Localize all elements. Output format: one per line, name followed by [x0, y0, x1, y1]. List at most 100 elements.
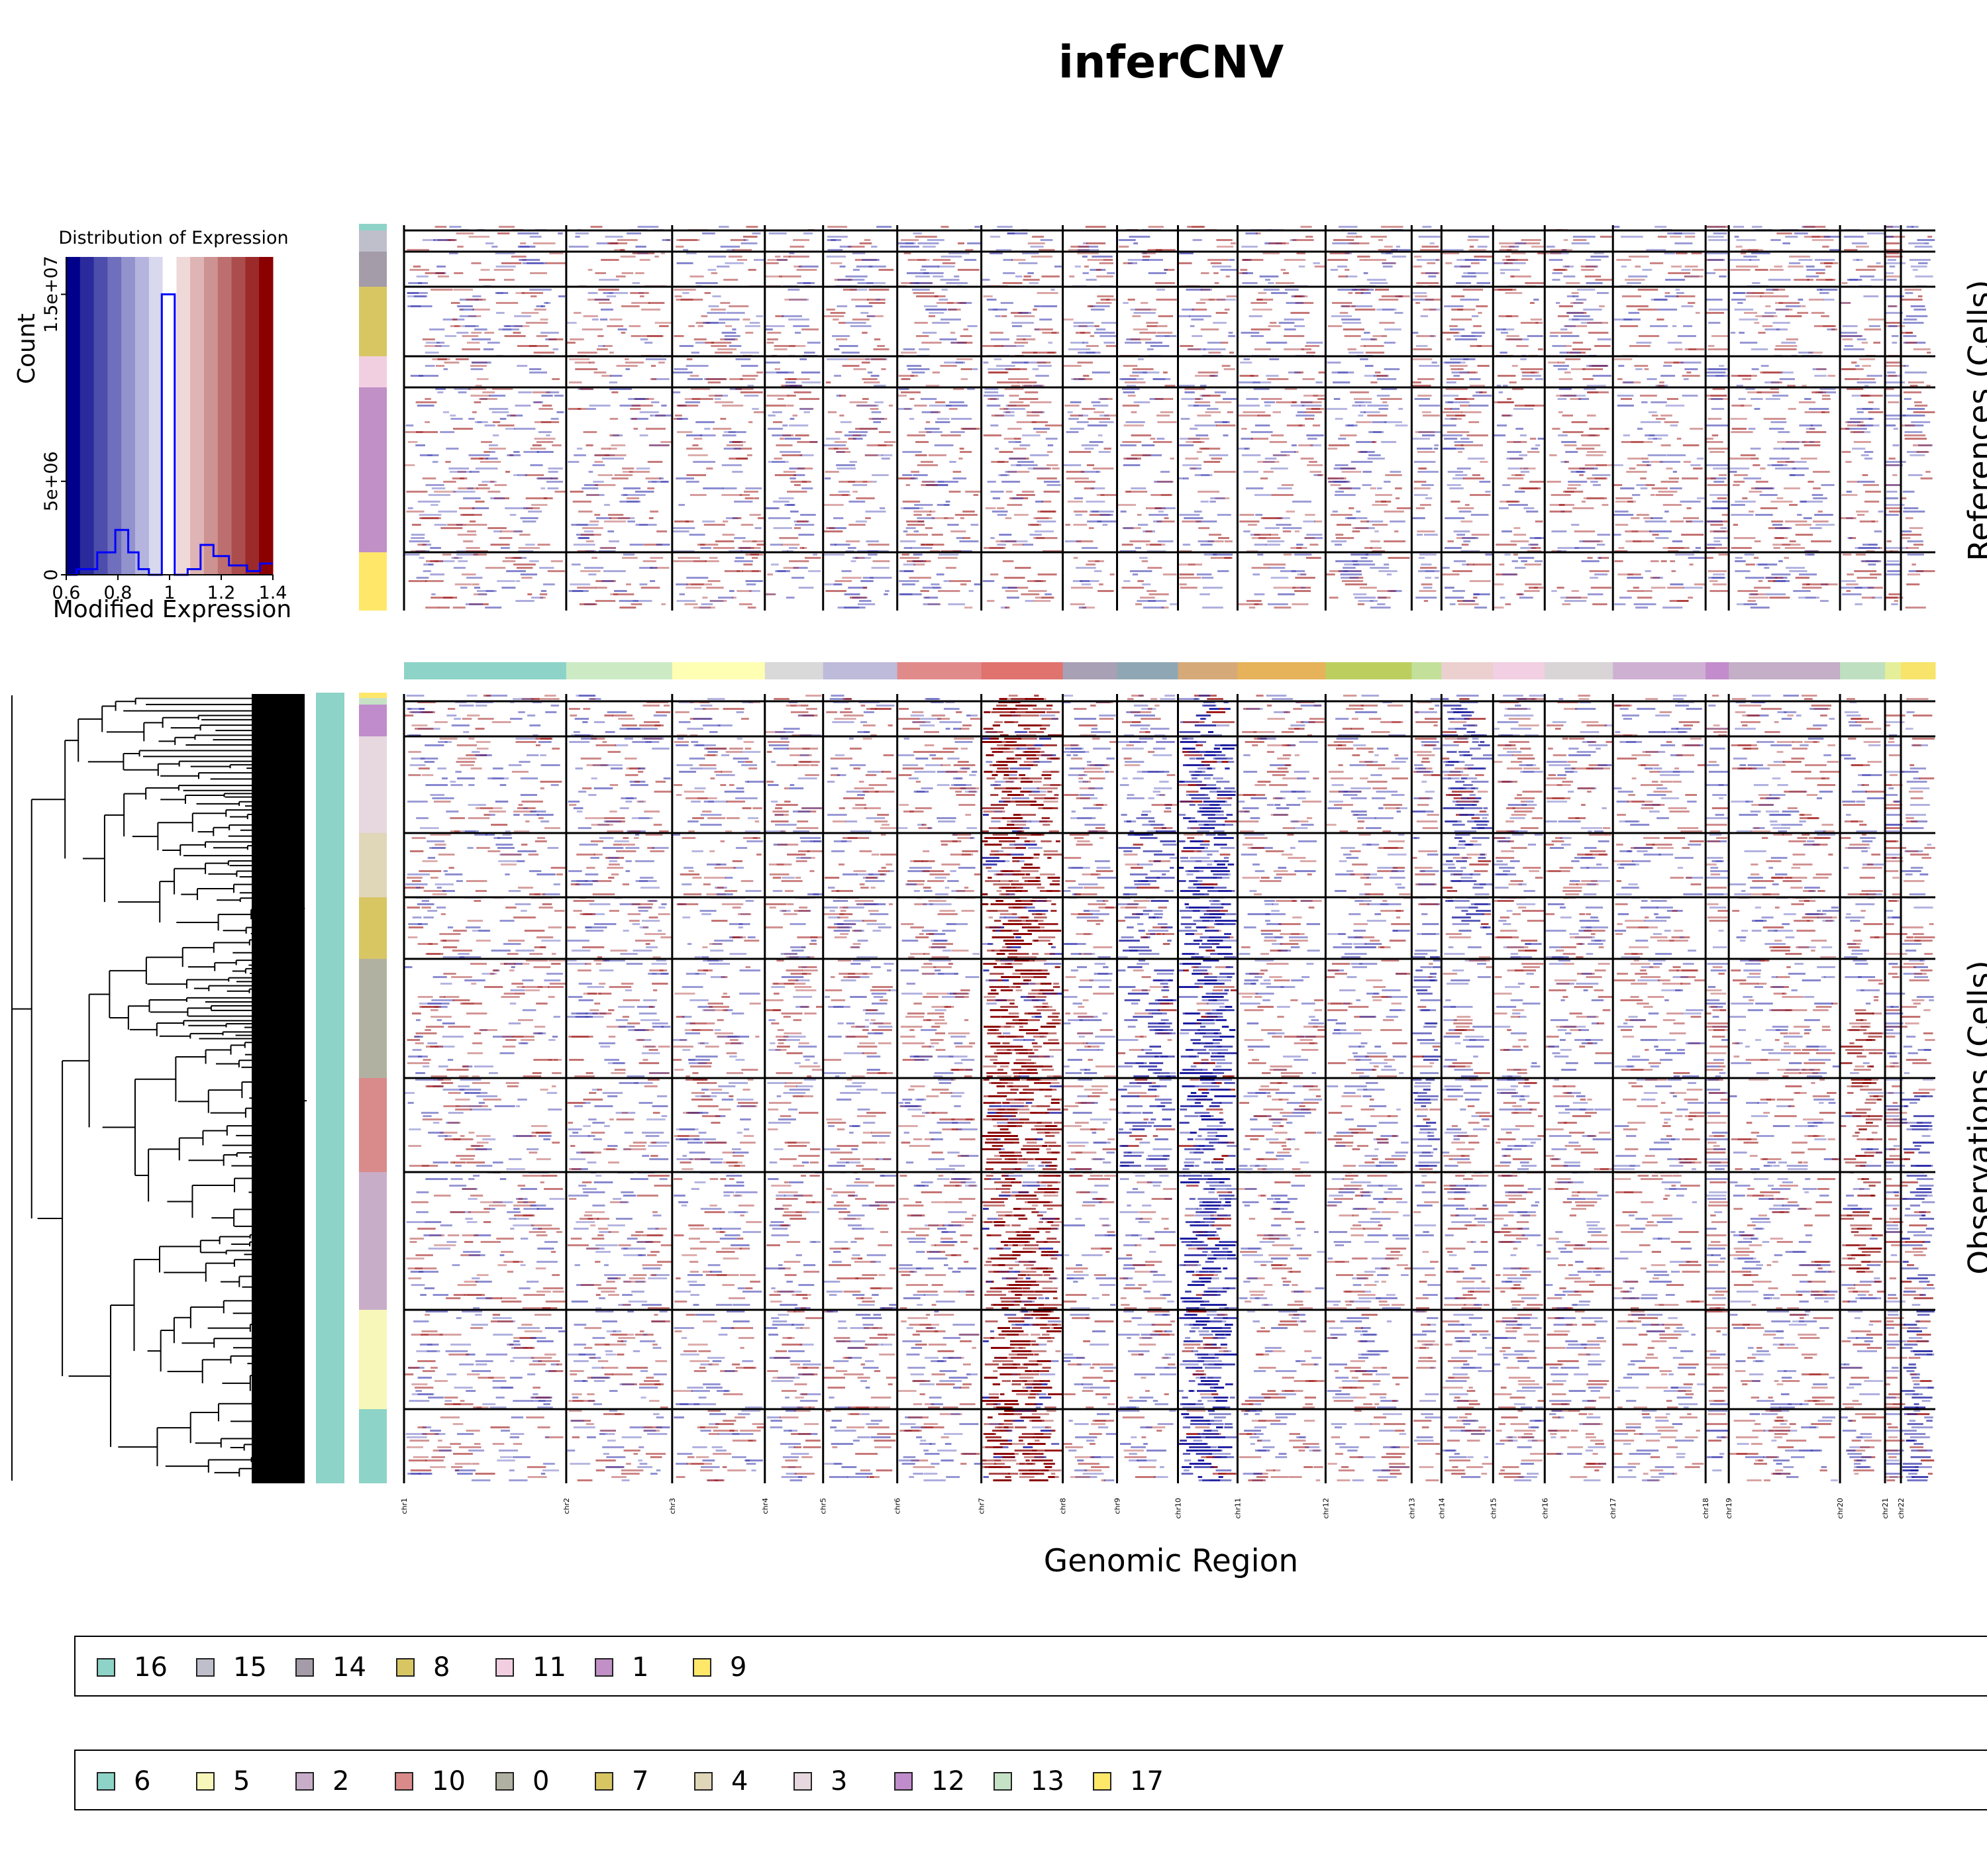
heatmap-cell — [1659, 381, 1664, 383]
heatmap-cell — [1468, 236, 1490, 238]
heatmap-cell — [745, 332, 754, 334]
heatmap-cell — [1336, 524, 1352, 526]
heatmap-cell — [1135, 603, 1142, 605]
heatmap-cell — [1306, 434, 1324, 436]
heatmap-cell — [1855, 554, 1866, 556]
heatmap-cell — [650, 557, 664, 559]
heatmap-cell — [863, 711, 874, 713]
heatmap-cell — [1294, 295, 1303, 297]
heatmap-cell — [1809, 408, 1829, 410]
heatmap-cell — [1649, 262, 1664, 264]
heatmap-cell — [1506, 501, 1520, 503]
heatmap-cell — [1911, 226, 1919, 228]
heatmap-cell — [457, 305, 473, 307]
heatmap-cell — [1027, 580, 1046, 582]
observation-group-block — [359, 1409, 387, 1483]
heatmap-cell — [1284, 348, 1304, 350]
heatmap-cell — [1515, 242, 1527, 244]
heatmap-cell — [1653, 438, 1662, 440]
heatmap-cell — [1614, 319, 1632, 321]
heatmap-cell — [847, 358, 870, 360]
heatmap-cell — [1680, 362, 1702, 364]
heatmap-cell — [1033, 600, 1051, 602]
heatmap-cell — [1135, 547, 1142, 549]
heatmap-cell — [1637, 309, 1658, 311]
heatmap-cell — [1306, 352, 1315, 354]
heatmap-cell — [1015, 567, 1031, 569]
heatmap-cell — [866, 708, 877, 710]
heatmap-cell — [1562, 249, 1567, 251]
heatmap-cell — [795, 332, 801, 334]
heatmap-cell — [1158, 315, 1174, 317]
heatmap-cell — [566, 342, 576, 344]
heatmap-cell — [576, 695, 595, 697]
heatmap-cell — [1311, 408, 1320, 410]
heatmap-cell — [619, 607, 637, 609]
heatmap-cell — [1284, 319, 1304, 321]
heatmap-cell — [724, 338, 735, 340]
heatmap-cell — [1332, 242, 1350, 244]
heatmap-cell — [1894, 600, 1898, 602]
heatmap-cell — [1576, 299, 1587, 301]
heatmap-cell — [475, 385, 482, 387]
heatmap-cell — [1831, 328, 1838, 330]
heatmap-cell — [1672, 325, 1677, 327]
heatmap-cell — [1360, 520, 1369, 522]
heatmap-cell — [790, 711, 809, 713]
heatmap-cell — [609, 242, 628, 244]
heatmap-cell — [911, 289, 930, 291]
heatmap-cell — [1417, 378, 1435, 380]
heatmap-cell — [659, 325, 669, 327]
heatmap-cell — [784, 378, 797, 380]
heatmap-cell — [1037, 292, 1058, 294]
heatmap-cell — [1674, 232, 1696, 234]
heatmap-cell — [1764, 567, 1770, 569]
heatmap-cell — [453, 289, 474, 291]
heatmap-cell — [1569, 352, 1581, 354]
heatmap-cell — [448, 708, 456, 710]
heatmap-cell — [842, 365, 860, 367]
heatmap-cell — [1864, 328, 1882, 330]
heatmap-cell — [1388, 557, 1410, 559]
heatmap-cell — [1864, 458, 1873, 460]
histogram-color-band — [162, 257, 177, 575]
heatmap-cell — [997, 514, 1007, 516]
heatmap-cell — [523, 507, 533, 509]
heatmap-cell — [752, 232, 761, 234]
heatmap-cell — [1039, 319, 1052, 321]
heatmap-cell — [1768, 580, 1776, 582]
heatmap-cell — [1035, 530, 1054, 532]
heatmap-cell — [1284, 388, 1298, 390]
heatmap-cell — [839, 415, 844, 417]
heatmap-cell — [1912, 715, 1933, 716]
heatmap-cell — [844, 434, 867, 436]
heatmap-cell — [476, 487, 490, 489]
heatmap-cell — [1797, 312, 1809, 314]
heatmap-cell — [1891, 603, 1898, 605]
heatmap-cell — [644, 738, 662, 740]
heatmap-cell — [965, 249, 974, 251]
heatmap-cell — [455, 358, 469, 360]
heatmap-cell — [595, 744, 617, 746]
heatmap-cell — [711, 309, 726, 311]
heatmap-cell — [1370, 607, 1391, 609]
heatmap-cell — [1030, 401, 1052, 403]
heatmap-cell — [1414, 711, 1419, 713]
heatmap-cell — [945, 728, 950, 730]
heatmap-cell — [1005, 411, 1011, 413]
heatmap-cell — [789, 345, 806, 347]
heatmap-cell — [1018, 262, 1038, 264]
heatmap-cell — [736, 711, 744, 713]
heatmap-cell — [1034, 328, 1040, 330]
heatmap-cell — [443, 481, 456, 483]
heatmap-cell — [1916, 451, 1929, 453]
heatmap-cell — [913, 560, 922, 562]
heatmap-cell — [485, 458, 498, 460]
heatmap-cell — [715, 352, 733, 354]
heatmap-cell — [1037, 477, 1057, 479]
heatmap-cell — [434, 721, 448, 723]
heatmap-cell — [697, 544, 719, 546]
heatmap-cell — [927, 603, 941, 605]
heatmap-cell — [1443, 705, 1462, 707]
heatmap-cell — [1251, 567, 1270, 569]
